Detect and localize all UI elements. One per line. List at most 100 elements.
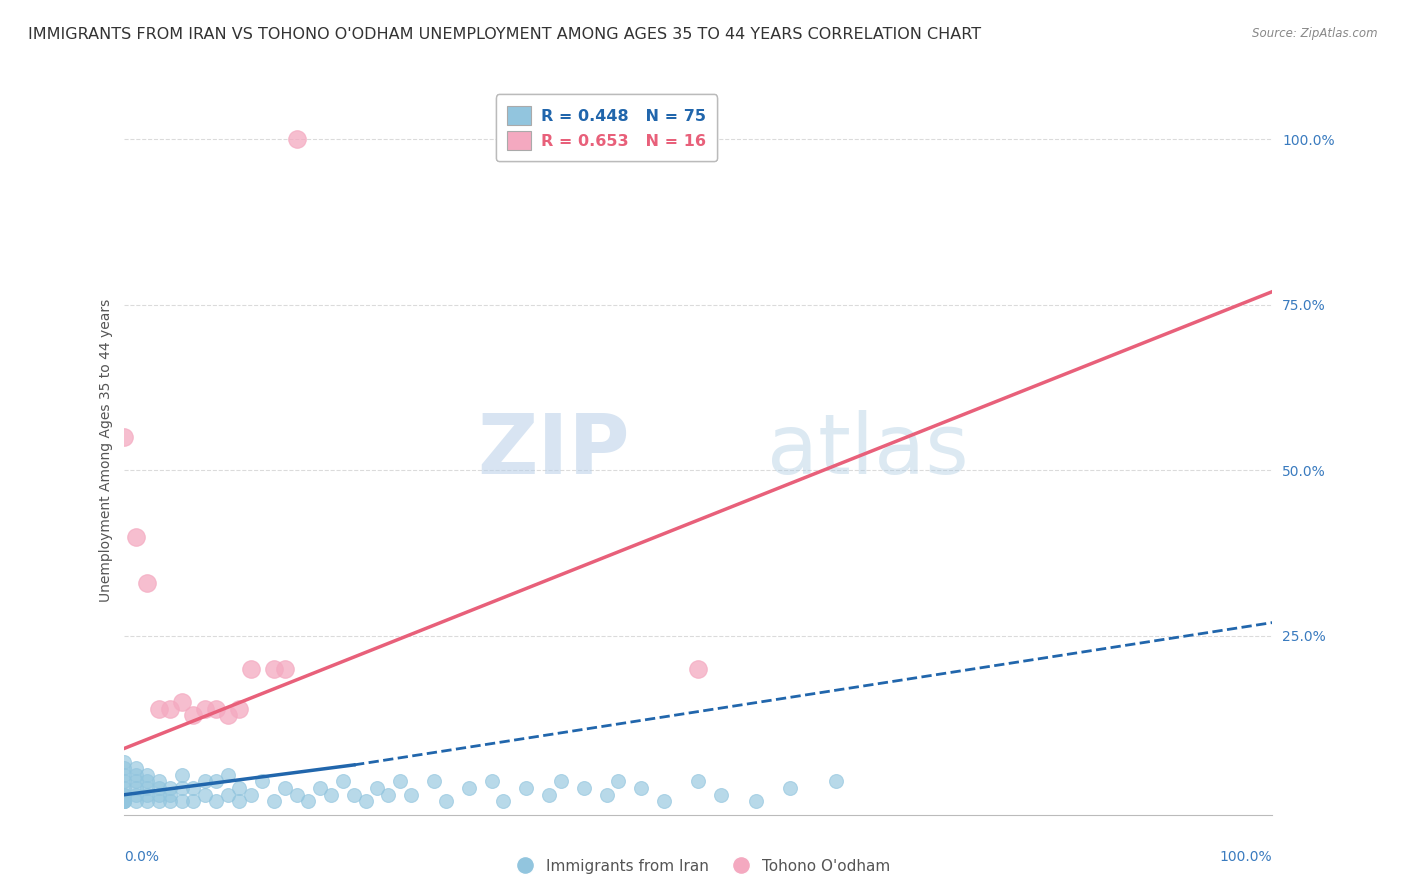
- Text: IMMIGRANTS FROM IRAN VS TOHONO O'ODHAM UNEMPLOYMENT AMONG AGES 35 TO 44 YEARS CO: IMMIGRANTS FROM IRAN VS TOHONO O'ODHAM U…: [28, 27, 981, 42]
- Point: [308, 780, 330, 795]
- Point: [492, 794, 515, 808]
- Point: [148, 701, 170, 715]
- Point: [136, 780, 159, 795]
- Point: [652, 794, 675, 808]
- Point: [263, 794, 285, 808]
- Point: [136, 794, 159, 808]
- Point: [377, 788, 399, 802]
- Point: [388, 774, 411, 789]
- Point: [285, 788, 308, 802]
- Text: atlas: atlas: [768, 410, 969, 491]
- Point: [194, 788, 217, 802]
- Point: [125, 794, 148, 808]
- Point: [343, 788, 366, 802]
- Point: [170, 695, 193, 709]
- Point: [319, 788, 342, 802]
- Point: [114, 755, 136, 769]
- Point: [125, 780, 148, 795]
- Point: [228, 701, 250, 715]
- Point: [148, 780, 170, 795]
- Point: [354, 794, 377, 808]
- Point: [114, 794, 136, 808]
- Point: [228, 794, 250, 808]
- Point: [159, 794, 181, 808]
- Point: [401, 788, 423, 802]
- Point: [136, 768, 159, 782]
- Point: [114, 430, 136, 444]
- Text: ZIP: ZIP: [477, 410, 630, 491]
- Point: [148, 794, 170, 808]
- Point: [332, 774, 354, 789]
- Point: [595, 788, 617, 802]
- Text: Source: ZipAtlas.com: Source: ZipAtlas.com: [1253, 27, 1378, 40]
- Point: [125, 768, 148, 782]
- Point: [125, 529, 148, 543]
- Point: [194, 701, 217, 715]
- Point: [688, 774, 710, 789]
- Point: [239, 788, 262, 802]
- Point: [170, 780, 193, 795]
- Point: [285, 132, 308, 146]
- Point: [239, 662, 262, 676]
- Point: [457, 780, 479, 795]
- Point: [481, 774, 503, 789]
- Point: [114, 768, 136, 782]
- Point: [183, 708, 205, 723]
- Point: [194, 774, 217, 789]
- Point: [630, 780, 652, 795]
- Point: [183, 780, 205, 795]
- Point: [274, 662, 297, 676]
- Point: [205, 774, 228, 789]
- Point: [114, 774, 136, 789]
- Point: [114, 794, 136, 808]
- Point: [572, 780, 595, 795]
- Point: [217, 768, 239, 782]
- Point: [183, 794, 205, 808]
- Point: [710, 788, 733, 802]
- Point: [159, 701, 181, 715]
- Point: [114, 761, 136, 775]
- Point: [515, 780, 537, 795]
- Point: [217, 788, 239, 802]
- Point: [159, 788, 181, 802]
- Point: [114, 780, 136, 795]
- Point: [607, 774, 630, 789]
- Point: [148, 774, 170, 789]
- Point: [688, 662, 710, 676]
- Y-axis label: Unemployment Among Ages 35 to 44 years: Unemployment Among Ages 35 to 44 years: [100, 299, 114, 602]
- Point: [170, 768, 193, 782]
- Point: [136, 774, 159, 789]
- Point: [114, 788, 136, 802]
- Point: [114, 788, 136, 802]
- Point: [252, 774, 274, 789]
- Point: [136, 788, 159, 802]
- Point: [745, 794, 768, 808]
- Point: [125, 788, 148, 802]
- Point: [159, 780, 181, 795]
- Point: [148, 788, 170, 802]
- Legend: R = 0.448   N = 75, R = 0.653   N = 16: R = 0.448 N = 75, R = 0.653 N = 16: [496, 95, 717, 161]
- Point: [205, 701, 228, 715]
- Point: [114, 794, 136, 808]
- Point: [423, 774, 446, 789]
- Point: [170, 794, 193, 808]
- Point: [538, 788, 561, 802]
- Point: [366, 780, 388, 795]
- Point: [297, 794, 319, 808]
- Point: [263, 662, 285, 676]
- Text: 100.0%: 100.0%: [1220, 850, 1272, 863]
- Point: [205, 794, 228, 808]
- Point: [114, 794, 136, 808]
- Legend: Immigrants from Iran, Tohono O'odham: Immigrants from Iran, Tohono O'odham: [509, 853, 897, 880]
- Point: [434, 794, 457, 808]
- Point: [228, 780, 250, 795]
- Point: [125, 774, 148, 789]
- Point: [779, 780, 801, 795]
- Text: 0.0%: 0.0%: [125, 850, 159, 863]
- Point: [217, 708, 239, 723]
- Point: [274, 780, 297, 795]
- Point: [136, 575, 159, 590]
- Point: [125, 761, 148, 775]
- Point: [550, 774, 572, 789]
- Point: [825, 774, 848, 789]
